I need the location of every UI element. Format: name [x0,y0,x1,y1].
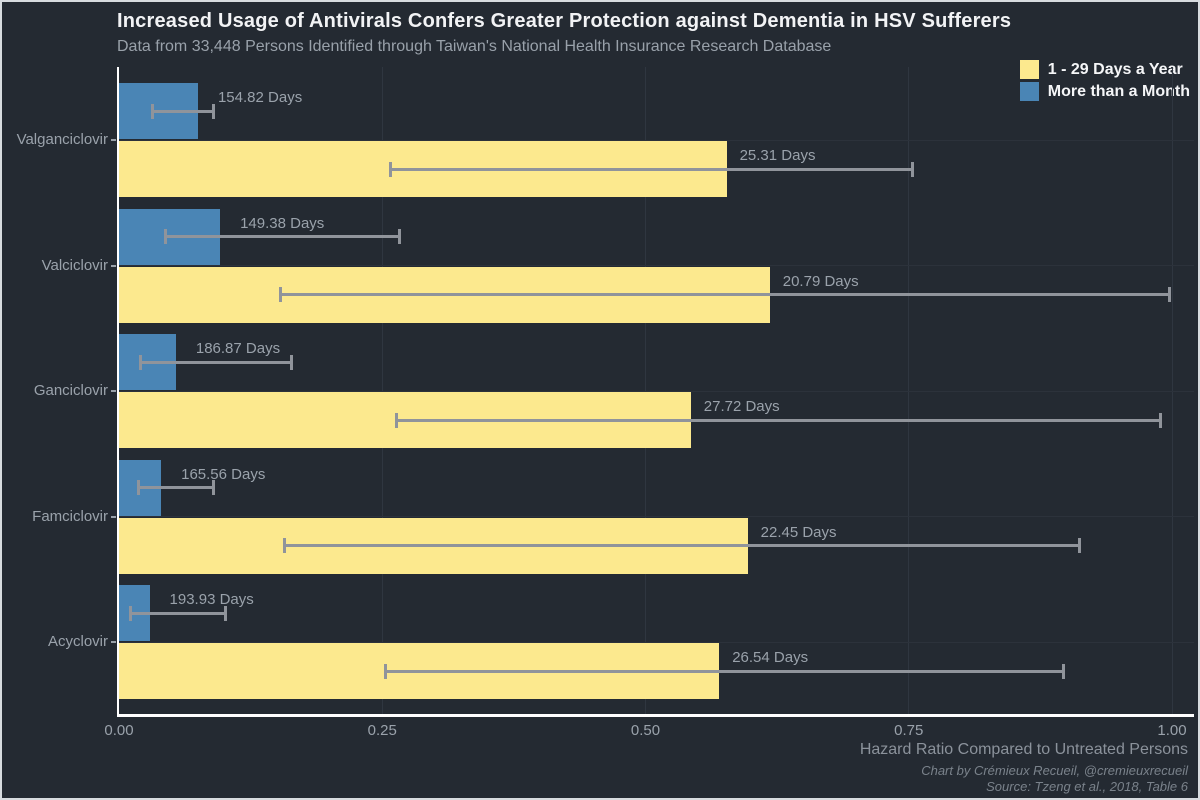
gridline-horizontal [119,139,1194,141]
error-bar-cap-right [1159,412,1163,428]
error-bar-cap-left [394,412,398,428]
chart-source: Source: Tzeng et al., 2018, Table 6 [986,779,1188,794]
y-axis-tick [111,641,116,643]
error-bar-line [395,418,1162,422]
y-axis-tick [111,264,116,267]
y-axis-line [117,67,119,714]
error-bar-cap-right [1167,287,1171,302]
y-axis-label: Acyclovir [47,633,108,650]
y-axis-label: Ganciclovir [33,382,108,399]
legend-swatch-icon [1019,60,1039,79]
x-tick-label: 0.50 [630,722,661,739]
error-bar-cap-right [211,480,215,495]
x-axis-title: Hazard Ratio Compared to Untreated Perso… [859,741,1188,758]
error-bar-cap-left [388,161,392,177]
error-bar-cap-right [1061,663,1065,679]
bar-days-label: 20.79 Days [782,272,859,290]
legend-item: More than a Month [1019,82,1190,101]
gridline-horizontal [119,265,1194,266]
bar-days-label: 27.72 Days [703,398,780,415]
x-tick-label: 1.00 [1157,722,1187,739]
error-bar-cap-right [910,161,914,177]
bar-days-label: 22.45 Days [760,523,837,541]
chart-credit: Chart by Crémieux Recueil, @cremieuxrecu… [921,763,1188,778]
error-bar-cap-left [136,480,140,495]
y-axis-label: Famciclovir [32,507,108,525]
legend: 1 - 29 Days a Year More than a Month [1019,60,1190,101]
error-bar-cap-left [283,538,287,553]
legend-label: More than a Month [1047,82,1190,100]
error-bar-cap-right [224,605,228,621]
error-bar-cap-left [150,103,154,119]
error-bar-cap-right [1078,538,1082,553]
error-bar-line [280,293,1170,296]
error-bar-cap-right [289,354,293,370]
error-bar-line [137,486,214,489]
gridline-horizontal [119,516,1194,517]
x-tick-label: 0.75 [894,722,924,739]
y-axis-label: Valciclovir [41,256,108,274]
legend-item: 1 - 29 Days a Year [1019,60,1190,79]
bar-days-label: 165.56 Days [181,465,266,483]
error-bar-cap-right [398,229,402,244]
gridline-horizontal [119,641,1194,643]
error-bar-line [165,235,401,238]
error-bar-cap-left [128,605,132,621]
legend-label: 1 - 29 Days a Year [1047,60,1183,78]
chart-subtitle: Data from 33,448 Persons Identified thro… [117,38,832,55]
legend-swatch-icon [1019,82,1039,101]
y-axis-tick [111,139,116,141]
bar-days-label: 154.82 Days [217,89,303,106]
bar-days-label: 25.31 Days [739,147,816,164]
error-bar-line [140,360,292,364]
x-axis-line [117,714,1194,717]
y-axis-tick [111,515,116,518]
error-bar-cap-left [164,229,168,244]
error-bar-line [284,544,1081,547]
error-bar-line [129,611,227,615]
chart-title: Increased Usage of Antivirals Confers Gr… [117,10,1012,32]
error-bar-cap-left [279,287,283,302]
y-axis-label: Valganciclovir [16,131,108,148]
x-tick-label: 0.00 [104,722,134,739]
error-bar-line [389,167,913,171]
x-tick-label: 0.25 [367,722,397,739]
y-axis-tick [111,390,116,392]
bar-days-label: 186.87 Days [195,340,281,357]
error-bar-line [385,669,1064,673]
bar-days-label: 26.54 Days [732,649,809,666]
gridline-horizontal [119,390,1194,392]
bar-days-label: 193.93 Days [169,591,254,608]
error-bar-line [151,109,214,113]
bar-days-label: 149.38 Days [240,214,325,232]
error-bar-cap-right [211,103,215,119]
error-bar-cap-left [384,663,388,679]
error-bar-cap-left [139,354,143,370]
